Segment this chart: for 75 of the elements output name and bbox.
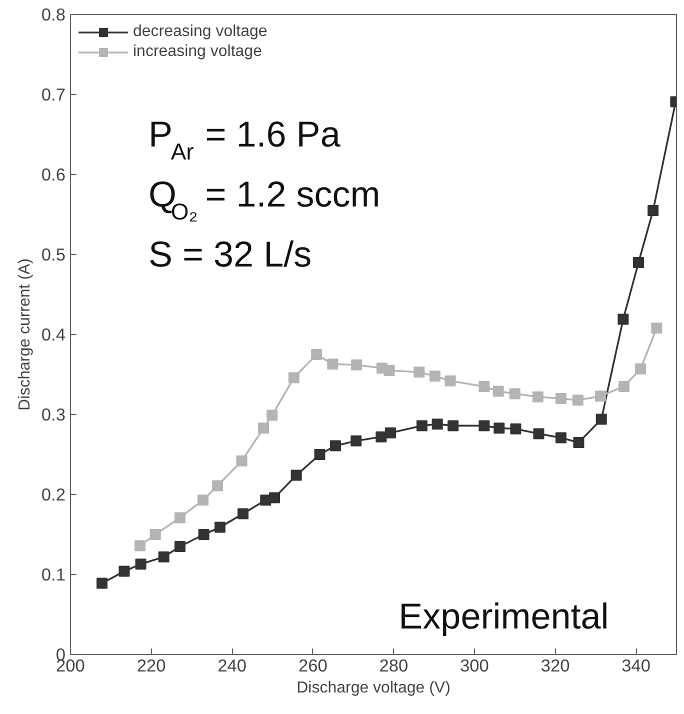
point xyxy=(118,566,130,577)
point xyxy=(258,422,270,434)
point xyxy=(134,540,146,552)
point xyxy=(444,375,456,386)
x-tick-label: 280 xyxy=(379,656,408,676)
point xyxy=(572,394,584,406)
point xyxy=(648,205,659,216)
x-tick-label: 220 xyxy=(136,656,166,676)
point xyxy=(174,512,186,524)
point xyxy=(135,558,146,570)
point xyxy=(384,427,396,438)
point xyxy=(311,349,322,360)
point xyxy=(478,381,490,392)
point xyxy=(416,420,428,432)
point xyxy=(533,428,544,440)
point xyxy=(376,431,387,442)
point xyxy=(288,372,300,384)
point xyxy=(555,432,566,444)
point xyxy=(198,529,210,540)
point xyxy=(174,541,186,552)
point xyxy=(509,388,520,400)
x-tick-label: 300 xyxy=(460,656,489,676)
point xyxy=(596,414,607,425)
point xyxy=(432,418,443,430)
point xyxy=(635,363,646,374)
annotation: Experimental xyxy=(398,596,609,636)
point xyxy=(429,370,440,382)
x-tick-label: 320 xyxy=(540,656,570,676)
point xyxy=(96,578,108,589)
point xyxy=(150,529,161,540)
y-tick-label: 0.1 xyxy=(41,564,66,584)
y-tick-label: 0.4 xyxy=(41,324,66,344)
y-tick-label: 0.8 xyxy=(41,4,66,24)
point xyxy=(555,393,566,404)
annotation: S = 32 L/s xyxy=(148,234,312,274)
point xyxy=(492,386,504,397)
point xyxy=(414,366,425,378)
point xyxy=(384,365,395,376)
point xyxy=(618,381,630,392)
point xyxy=(618,314,629,325)
point xyxy=(573,437,584,448)
point xyxy=(236,455,248,466)
point xyxy=(290,470,302,481)
point xyxy=(266,410,278,421)
y-axis-title: Discharge current (A) xyxy=(16,258,34,411)
point xyxy=(158,551,170,562)
point xyxy=(651,322,662,334)
point xyxy=(238,508,249,520)
point xyxy=(314,449,326,460)
x-tick-label: 340 xyxy=(622,656,651,676)
point xyxy=(198,494,209,506)
legend-label: decreasing voltage xyxy=(133,23,268,41)
point xyxy=(327,358,338,370)
point xyxy=(351,359,362,370)
y-tick-label: 0.6 xyxy=(41,164,66,184)
x-tick-label: 260 xyxy=(298,656,328,676)
point xyxy=(350,435,362,446)
y-tick-label: 0.2 xyxy=(41,484,66,504)
y-tick-label: 0.3 xyxy=(41,404,66,424)
y-tick-label: 0.7 xyxy=(41,84,66,104)
point xyxy=(494,422,505,434)
x-tick-label: 240 xyxy=(218,656,247,676)
point xyxy=(633,257,644,268)
point xyxy=(448,420,459,432)
point xyxy=(510,423,522,434)
point xyxy=(330,440,342,452)
point xyxy=(478,420,490,432)
point xyxy=(532,391,544,402)
point xyxy=(269,492,280,504)
x-axis-title: Discharge voltage (V) xyxy=(296,680,450,696)
point xyxy=(595,390,606,402)
point xyxy=(214,522,226,533)
y-tick-label: 0.5 xyxy=(41,244,66,264)
point xyxy=(212,480,224,492)
legend-label: increasing voltage xyxy=(133,43,262,61)
